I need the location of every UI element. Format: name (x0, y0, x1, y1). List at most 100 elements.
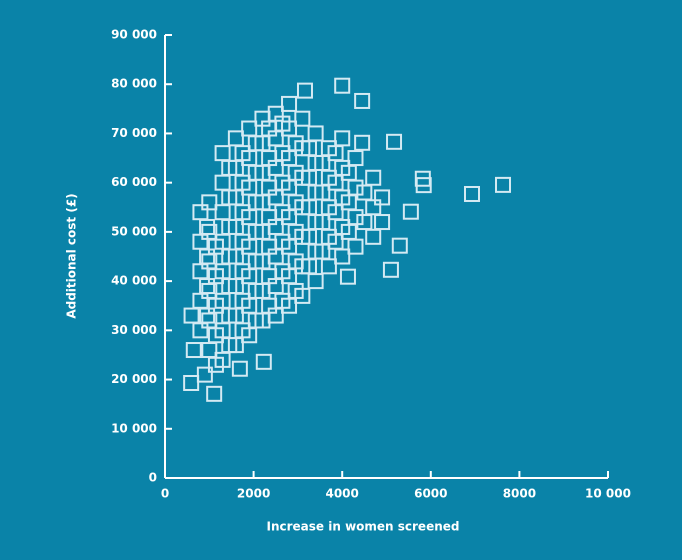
point (294, 110, 311, 127)
point (185, 342, 202, 359)
point (183, 375, 200, 392)
point (327, 174, 344, 191)
point (347, 179, 364, 196)
point (340, 164, 357, 181)
point (495, 176, 512, 193)
y-tick-label: 20 000 (111, 372, 157, 386)
point (247, 135, 264, 152)
point (221, 248, 238, 265)
point (247, 312, 264, 329)
x-tick-label: 4000 (325, 487, 358, 501)
point (274, 145, 291, 162)
point (339, 268, 356, 285)
point (247, 282, 264, 299)
point (192, 204, 209, 221)
point (221, 189, 238, 206)
point (227, 130, 244, 147)
point (206, 385, 223, 402)
y-tick-label: 70 000 (111, 126, 157, 140)
point (274, 263, 291, 280)
point (199, 307, 216, 324)
point (201, 342, 218, 359)
point (314, 214, 331, 231)
x-tick-label: 6000 (414, 487, 447, 501)
point (234, 145, 251, 162)
point (199, 278, 216, 295)
point (354, 92, 371, 109)
point (320, 258, 337, 275)
point (382, 261, 399, 278)
point (207, 356, 224, 373)
point (347, 209, 364, 226)
point (391, 237, 408, 254)
point (207, 268, 224, 285)
point (307, 273, 324, 290)
point (214, 204, 231, 221)
point (192, 233, 209, 250)
y-tick-label: 50 000 (111, 224, 157, 238)
point (374, 189, 391, 206)
point (365, 228, 382, 245)
point (199, 218, 216, 235)
point (300, 140, 317, 157)
point (221, 307, 238, 324)
point (221, 337, 238, 354)
point (234, 322, 251, 339)
point (374, 214, 391, 231)
x-tick-label: 0 (161, 487, 169, 501)
point (300, 169, 317, 186)
point (196, 366, 213, 383)
point (281, 95, 298, 112)
point (354, 134, 371, 151)
point (199, 248, 216, 265)
x-axis-label: Increase in women screened (267, 520, 460, 534)
point (340, 223, 357, 240)
point (347, 150, 364, 167)
point (314, 184, 331, 201)
point (356, 184, 373, 201)
point (327, 145, 344, 162)
point (386, 133, 403, 150)
point (221, 159, 238, 176)
y-tick-label: 80 000 (111, 77, 157, 91)
point (241, 120, 258, 137)
point (314, 154, 331, 171)
point (234, 204, 251, 221)
point (221, 218, 238, 235)
point (327, 233, 344, 250)
y-tick-label: 90 000 (111, 28, 157, 42)
x-tick-label: 10 000 (585, 487, 631, 501)
point (365, 169, 382, 186)
point (207, 238, 224, 255)
point (415, 177, 432, 194)
point (231, 360, 248, 377)
point (287, 282, 304, 299)
point (463, 185, 480, 202)
point (247, 194, 264, 211)
point (214, 145, 231, 162)
point (347, 238, 364, 255)
point (234, 174, 251, 191)
y-tick-label: 30 000 (111, 323, 157, 337)
point (207, 297, 224, 314)
point (365, 199, 382, 216)
point (356, 214, 373, 231)
point (296, 82, 313, 99)
point (300, 258, 317, 275)
point (207, 327, 224, 344)
point (334, 248, 351, 265)
point (192, 322, 209, 339)
point (247, 253, 264, 270)
point (274, 292, 291, 309)
point (247, 164, 264, 181)
point (300, 228, 317, 245)
point (274, 115, 291, 132)
point (327, 204, 344, 221)
point (340, 194, 357, 211)
point (402, 203, 419, 220)
point (274, 174, 291, 191)
point (307, 125, 324, 142)
y-tick-label: 0 (149, 471, 157, 485)
point (334, 77, 351, 94)
